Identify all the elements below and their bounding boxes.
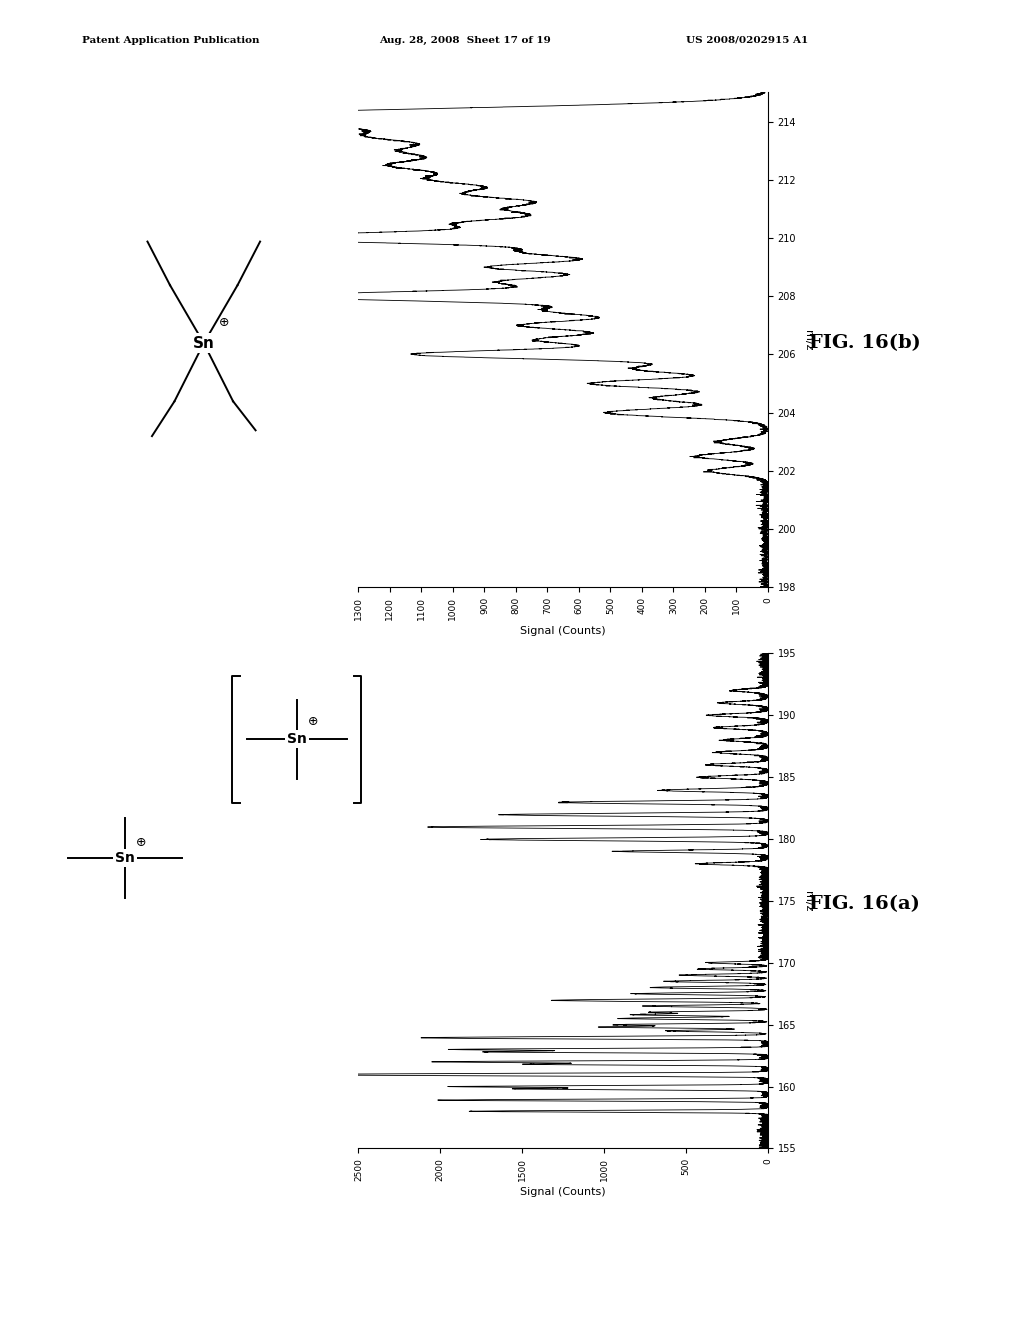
Text: Patent Application Publication: Patent Application Publication [82,36,259,45]
Text: Sn: Sn [115,851,135,865]
Text: ⊕: ⊕ [307,715,318,727]
Text: Sn: Sn [287,733,307,746]
Text: US 2008/0202915 A1: US 2008/0202915 A1 [686,36,808,45]
Y-axis label: m/z: m/z [803,330,813,350]
Text: FIG. 16(a): FIG. 16(a) [809,895,920,913]
Text: FIG. 16(b): FIG. 16(b) [809,334,921,352]
Text: Aug. 28, 2008  Sheet 17 of 19: Aug. 28, 2008 Sheet 17 of 19 [379,36,551,45]
X-axis label: Signal (Counts): Signal (Counts) [520,1187,606,1197]
X-axis label: Signal (Counts): Signal (Counts) [520,626,606,636]
Text: ⊕: ⊕ [136,836,146,849]
Y-axis label: m/z: m/z [803,891,813,911]
Text: Sn: Sn [193,335,215,351]
Text: ⊕: ⊕ [219,317,229,330]
